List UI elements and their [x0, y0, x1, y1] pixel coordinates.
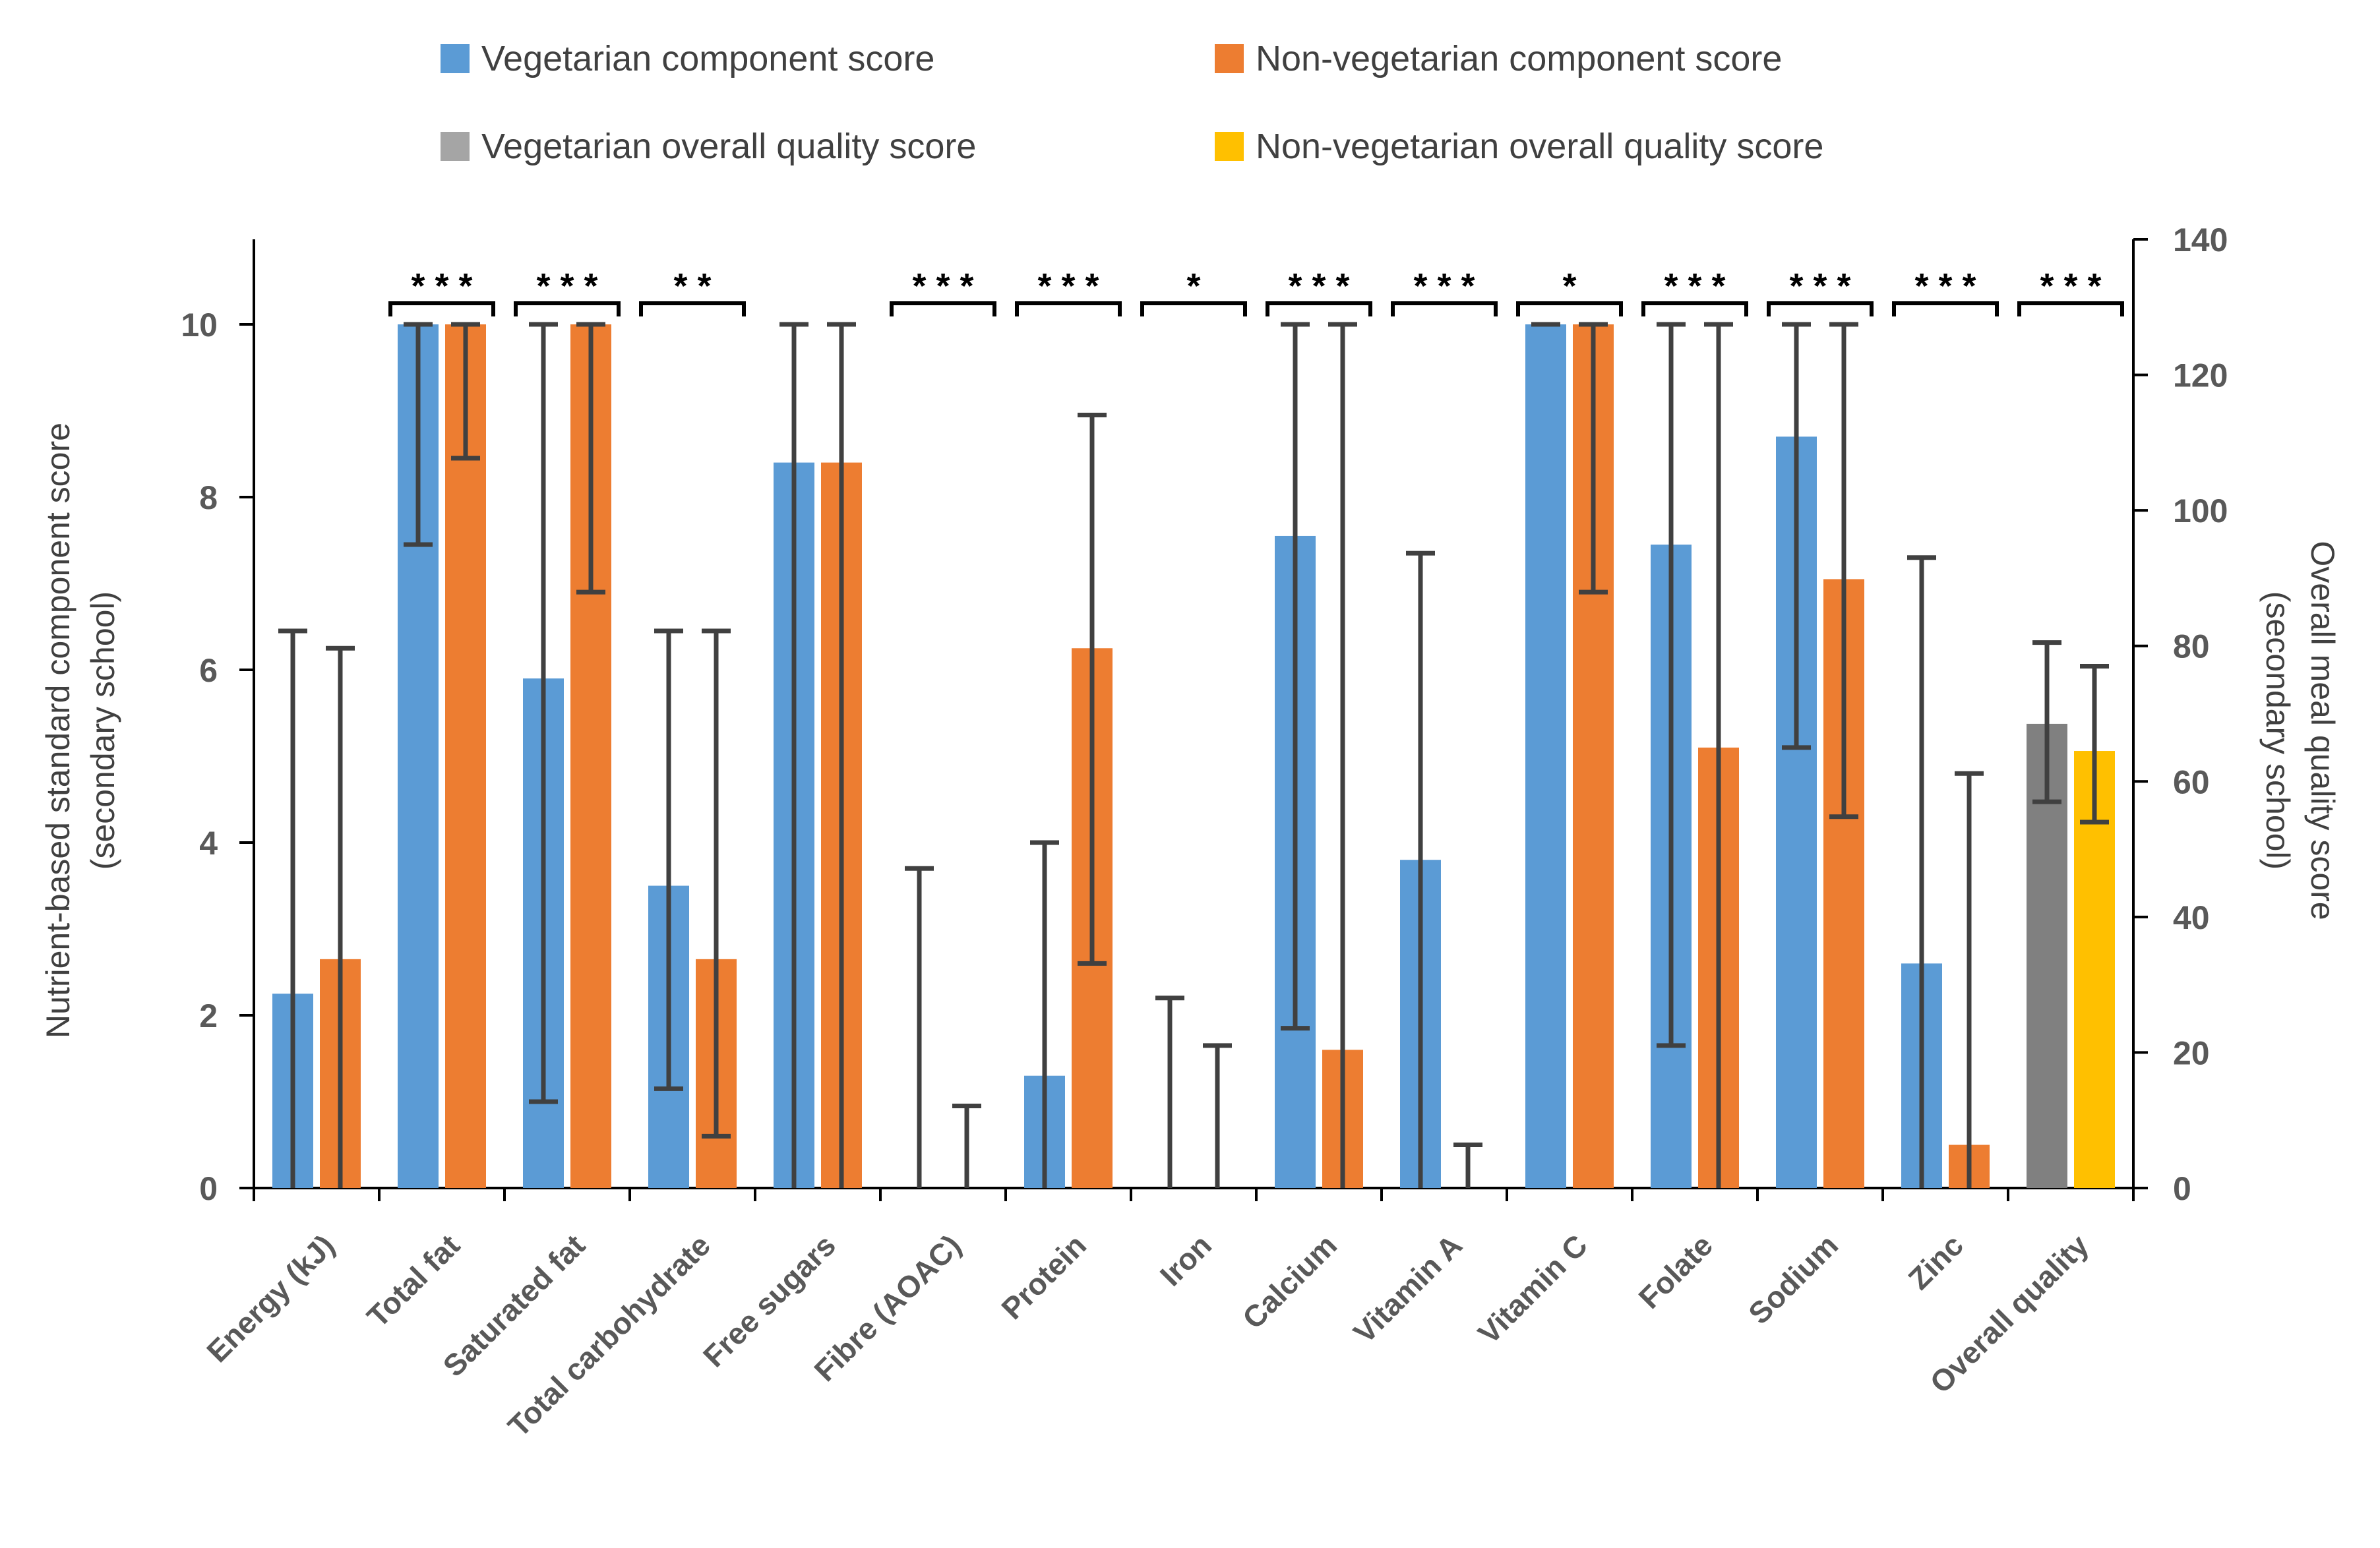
significance-marker-calcium: * * * [1288, 266, 1349, 306]
y-right-tick-label: 80 [2173, 628, 2210, 665]
legend-swatch-non-vegetarian-overall [1215, 132, 1244, 161]
significance-marker-iron: * [1186, 266, 1200, 306]
right-axis-title-line-2: (secondary school) [2259, 591, 2296, 870]
legend-swatch-vegetarian-overall [441, 132, 470, 161]
significance-bracket-overall-quality [2017, 301, 2124, 316]
y-right-tick-label: 60 [2173, 763, 2210, 800]
significance-marker-vitamin-c: * [1562, 266, 1576, 306]
significance-bracket-iron [1140, 301, 1247, 316]
significance-marker-vitamin-a: * * * [1413, 266, 1475, 306]
legend-item-non-vegetarian-component: Non-vegetarian component score [1215, 39, 1782, 78]
significance-marker-total-carbohydrate: * * [673, 266, 711, 306]
y-left-tick-label: 4 [199, 825, 218, 862]
category-label-total-carbohydrate: Total carbohydrate [501, 1228, 717, 1443]
significance-bracket-vitamin-a [1391, 301, 1498, 316]
significance-bracket-total-fat [388, 301, 495, 316]
significance-bracket-sodium [1767, 301, 1874, 316]
legend-item-non-vegetarian-overall: Non-vegetarian overall quality score [1215, 127, 1823, 166]
bar-vegetarian-component-score-vitamin-c [1525, 324, 1566, 1188]
significance-bracket-vitamin-c [1516, 301, 1623, 316]
legend-label-non-vegetarian-overall: Non-vegetarian overall quality score [1256, 127, 1823, 166]
category-label-zinc: Zinc [1901, 1228, 1970, 1296]
right-axis-title-line-1: Overall meal quality score [2304, 541, 2341, 920]
legend-label-vegetarian-overall: Vegetarian overall quality score [481, 127, 976, 166]
y-right-tick-label: 120 [2173, 357, 2228, 394]
significance-bracket-calcium [1266, 301, 1372, 316]
left-axis-title: Nutrient-based standard component score … [40, 423, 121, 1038]
y-right-tick-label: 0 [2173, 1170, 2191, 1207]
significance-bracket-total-carbohydrate [639, 301, 746, 316]
category-label-protein: Protein [994, 1228, 1093, 1326]
y-left-tick-label: 0 [199, 1170, 218, 1207]
y-left-tick-label: 10 [181, 307, 218, 343]
significance-bracket-fibre-aoac [890, 301, 996, 316]
significance-bracket-zinc [1892, 301, 1999, 316]
y-right-tick-label: 100 [2173, 492, 2228, 529]
category-label-calcium: Calcium [1236, 1228, 1343, 1335]
legend-label-non-vegetarian-component: Non-vegetarian component score [1256, 39, 1782, 78]
category-label-sodium: Sodium [1742, 1228, 1845, 1330]
category-label-folate: Folate [1632, 1228, 1720, 1315]
legend: Vegetarian component score Non-vegetaria… [441, 39, 1823, 166]
category-label-total-fat: Total fat [360, 1228, 466, 1334]
y-right-tick-label: 140 [2173, 222, 2228, 258]
legend-swatch-non-vegetarian-component [1215, 44, 1244, 73]
significance-marker-fibre-aoac: * * * [912, 266, 973, 306]
significance-bracket-folate [1641, 301, 1748, 316]
left-axis-title-line-1: Nutrient-based standard component score [40, 423, 76, 1038]
significance-marker-zinc: * * * [1914, 266, 1976, 306]
significance-marker-total-fat: * * * [411, 266, 472, 306]
significance-marker-sodium: * * * [1789, 266, 1850, 306]
right-axis-title: Overall meal quality score (secondary sc… [2259, 541, 2341, 920]
category-label-energy-kj: Energy (kJ) [200, 1228, 341, 1369]
significance-bracket-saturated-fat [514, 301, 621, 316]
bar-non-vegetarian-component-score-total-fat [445, 324, 486, 1188]
category-label-vitamin-a: Vitamin A [1347, 1228, 1469, 1350]
left-axis-title-line-2: (secondary school) [84, 591, 121, 870]
category-label-vitamin-c: Vitamin C [1471, 1228, 1594, 1350]
legend-item-vegetarian-overall: Vegetarian overall quality score [441, 127, 976, 166]
category-label-iron: Iron [1153, 1228, 1218, 1292]
legend-label-vegetarian-component: Vegetarian component score [481, 39, 934, 78]
significance-marker-overall-quality: * * * [2040, 266, 2101, 306]
significance-marker-saturated-fat: * * * [536, 266, 597, 306]
y-left-tick-label: 6 [199, 652, 218, 689]
significance-bracket-protein [1015, 301, 1122, 316]
y-left-tick-label: 8 [199, 479, 218, 516]
significance-marker-protein: * * * [1037, 266, 1099, 306]
legend-swatch-vegetarian-component [441, 44, 470, 73]
legend-item-vegetarian-component: Vegetarian component score [441, 39, 934, 78]
y-right-tick-label: 20 [2173, 1034, 2210, 1071]
y-left-tick-label: 2 [199, 997, 218, 1034]
y-right-tick-label: 40 [2173, 899, 2210, 936]
significance-marker-folate: * * * [1664, 266, 1725, 306]
